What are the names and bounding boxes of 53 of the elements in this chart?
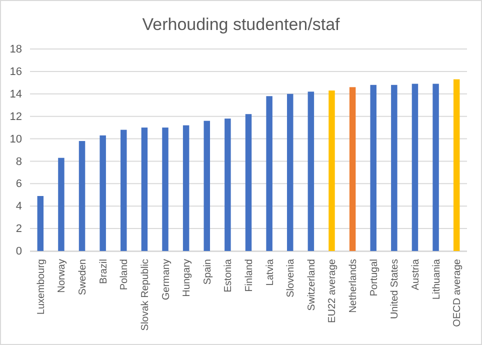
x-tick-label: Finland bbox=[244, 259, 255, 292]
bar bbox=[182, 125, 190, 251]
x-tick-label: Lithuania bbox=[431, 258, 442, 300]
y-tick-label: 18 bbox=[10, 44, 22, 56]
bar bbox=[120, 130, 127, 251]
bar bbox=[308, 92, 314, 251]
bar bbox=[204, 120, 210, 251]
x-tick-label: Spain bbox=[202, 259, 214, 285]
bar bbox=[453, 79, 460, 251]
bar bbox=[78, 141, 86, 251]
bar bbox=[287, 94, 294, 251]
x-tick-label: Norway bbox=[56, 259, 68, 293]
x-tick-label: Austria bbox=[410, 258, 422, 290]
bar bbox=[141, 128, 148, 251]
bar bbox=[349, 87, 356, 251]
y-tick-label: 14 bbox=[10, 88, 22, 100]
x-tick-label: Brazil bbox=[98, 259, 110, 284]
y-tick-label: 12 bbox=[10, 110, 22, 123]
bar bbox=[412, 84, 418, 251]
bar bbox=[391, 84, 398, 251]
x-tick-label: Slovak Republic bbox=[140, 259, 151, 331]
chart-title: Verhouding studenten/staf bbox=[142, 15, 340, 34]
x-tick-label: Latvia bbox=[264, 258, 276, 286]
y-tick-label: 2 bbox=[16, 223, 22, 236]
x-tick-label: Sweden bbox=[78, 259, 89, 296]
y-tick-label: 6 bbox=[16, 178, 22, 190]
bar bbox=[162, 128, 168, 251]
y-tick-label: 0 bbox=[16, 246, 22, 258]
y-tick-label: 8 bbox=[16, 156, 22, 168]
x-tick-label: Germany bbox=[160, 259, 172, 300]
bar bbox=[100, 135, 106, 251]
bar bbox=[432, 84, 439, 251]
bar bbox=[328, 90, 335, 251]
x-tick-label: Hungary bbox=[182, 259, 193, 297]
x-tick-label: Portugal bbox=[368, 259, 380, 296]
x-tick-label: United States bbox=[390, 259, 401, 320]
bar bbox=[245, 114, 252, 251]
x-tick-label: Luxembourg bbox=[36, 259, 47, 315]
x-tick-label: Netherlands bbox=[348, 259, 360, 313]
y-tick-label: 10 bbox=[10, 133, 22, 146]
x-tick-label: Poland bbox=[119, 259, 130, 290]
bar bbox=[37, 196, 44, 251]
bar bbox=[266, 96, 272, 251]
x-tick-label: EU22 average bbox=[327, 258, 338, 323]
x-tick-label: Estonia bbox=[223, 258, 234, 292]
x-tick-label: Slovenia bbox=[286, 258, 297, 298]
bar bbox=[370, 84, 376, 251]
y-tick-label: 16 bbox=[10, 66, 22, 78]
y-tick-label: 4 bbox=[16, 200, 22, 213]
x-tick-label: Switzerland bbox=[306, 259, 318, 311]
bar bbox=[58, 158, 64, 251]
bar bbox=[224, 118, 231, 251]
x-tick-label: OECD average bbox=[452, 258, 464, 327]
